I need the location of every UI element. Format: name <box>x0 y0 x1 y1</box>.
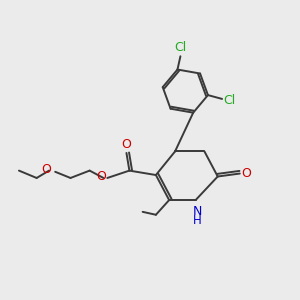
Text: O: O <box>122 138 131 151</box>
Text: N: N <box>192 206 202 218</box>
Text: Cl: Cl <box>174 41 187 54</box>
Text: Cl: Cl <box>224 94 236 106</box>
Text: O: O <box>96 170 106 183</box>
Text: H: H <box>193 214 202 227</box>
Text: O: O <box>41 163 51 176</box>
Text: O: O <box>241 167 251 180</box>
